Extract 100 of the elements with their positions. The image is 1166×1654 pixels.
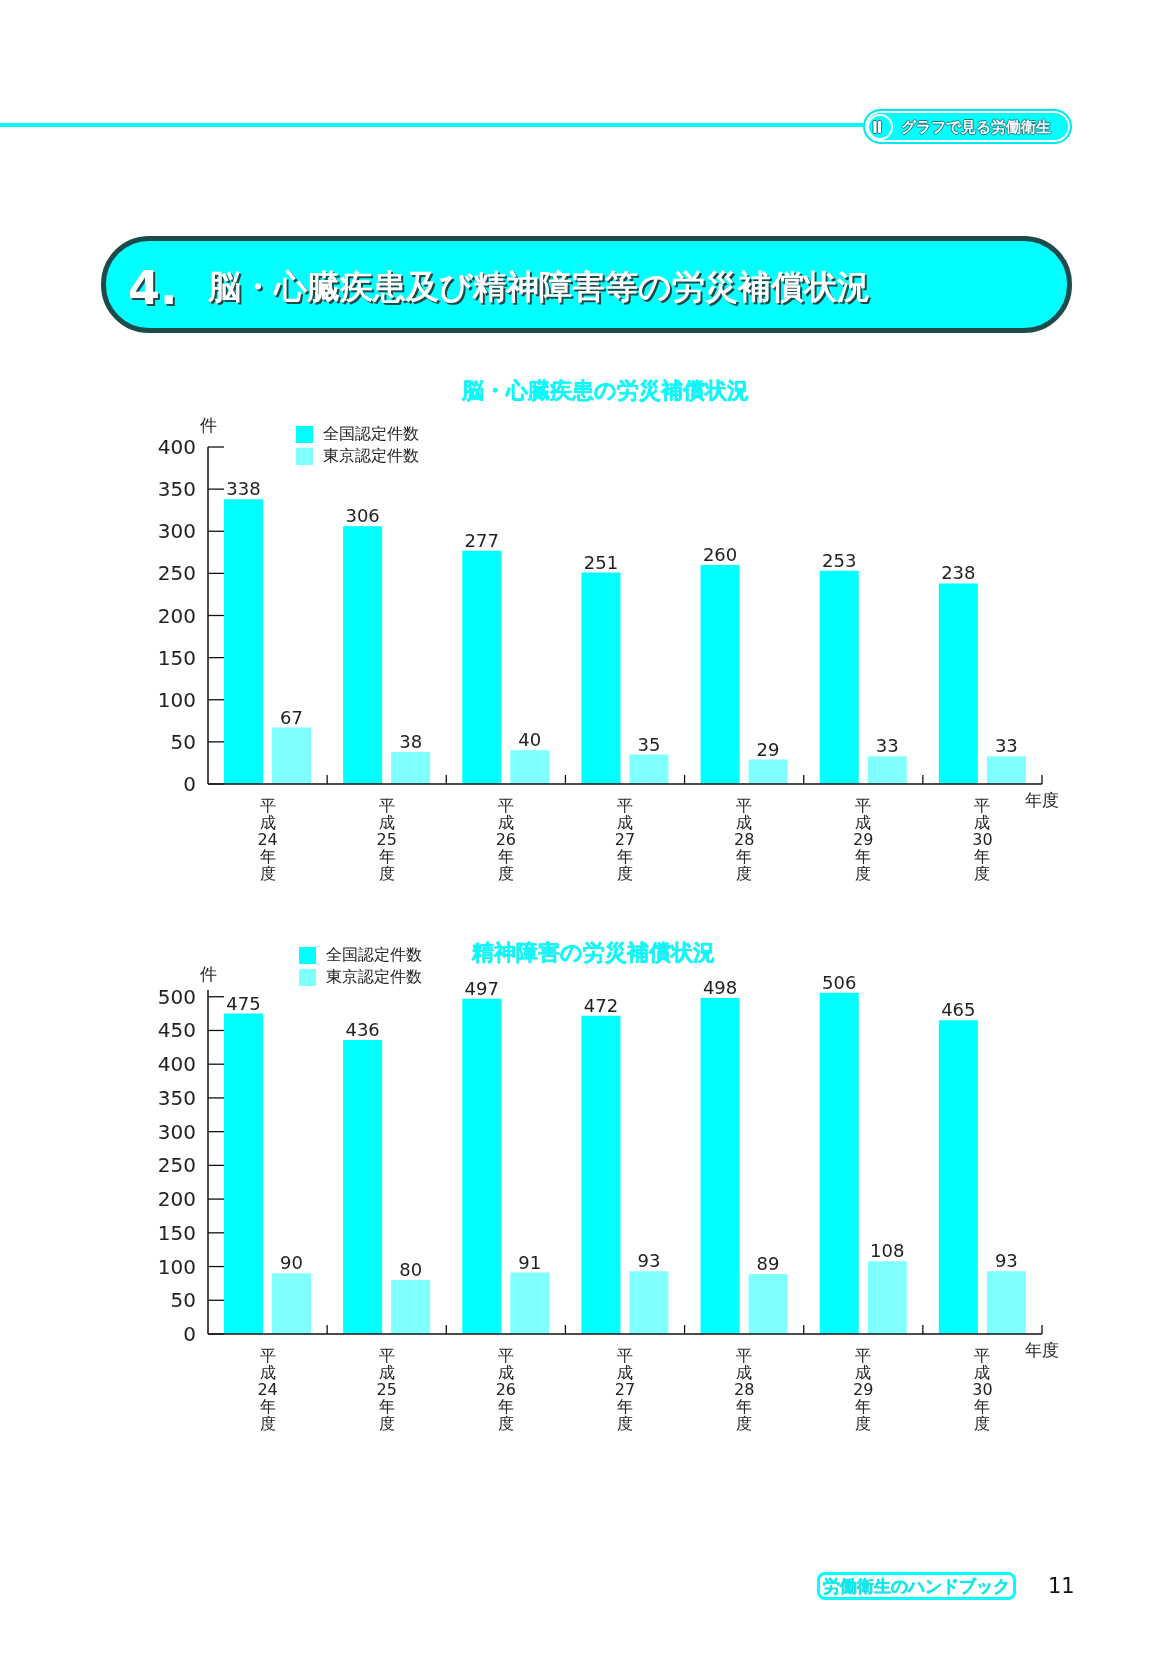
x-tick-label: 平成29年度: [853, 1345, 874, 1433]
data-label: 498: [702, 977, 738, 999]
bar: [700, 998, 740, 1334]
data-label: 506: [822, 971, 857, 993]
x-tick-label: 平成27年度: [614, 795, 636, 883]
bar: [986, 756, 1026, 784]
data-label: 40: [518, 729, 542, 751]
data-label: 29: [756, 738, 780, 760]
data-label: 277: [464, 529, 499, 551]
bar: [510, 1272, 550, 1334]
bar: [272, 727, 311, 784]
y-tick-label: 0: [183, 1322, 196, 1346]
data-label: 90: [280, 1252, 303, 1274]
y-tick-label: 250: [157, 1153, 196, 1178]
bar: [343, 1039, 383, 1334]
data-label: 306: [345, 505, 380, 527]
y-axis-title: 件: [198, 964, 218, 984]
data-label: 91: [518, 1251, 542, 1273]
legend-label: 全国認定件数: [326, 944, 422, 966]
data-label: 67: [280, 706, 303, 728]
y-tick-label: 500: [157, 984, 196, 1009]
y-tick-label: 300: [157, 1119, 196, 1144]
data-label: 93: [994, 1250, 1018, 1272]
data-label: 338: [226, 478, 261, 500]
bar: [224, 499, 263, 784]
legend-label: 全国認定件数: [323, 423, 419, 445]
data-label: 80: [399, 1259, 423, 1281]
bar: [581, 572, 621, 784]
bar: [819, 570, 859, 784]
chart-title: 精神障害の労災補償状況: [471, 940, 715, 965]
data-label: 465: [941, 999, 976, 1021]
y-tick-label: 400: [157, 435, 196, 459]
data-label: 33: [994, 735, 1018, 757]
y-tick-label: 50: [170, 1288, 196, 1313]
bar: [700, 564, 740, 784]
bar: [391, 751, 431, 784]
bar: [391, 1280, 431, 1334]
data-label: 93: [637, 1250, 661, 1272]
text: 脳・心臓疾患及び精神障害等の労災補償状況: [208, 267, 870, 307]
bar: [462, 998, 502, 1334]
bar: [986, 1271, 1026, 1334]
data-label: 251: [583, 551, 619, 573]
data-label: 253: [822, 549, 857, 571]
y-tick-label: 350: [157, 1085, 196, 1110]
x-tick-label: 平成30年度: [972, 1345, 993, 1433]
bar: [510, 750, 550, 784]
y-tick-label: 350: [157, 477, 196, 502]
bar: [938, 1020, 978, 1334]
x-tick-label: 平成26年度: [495, 1345, 517, 1433]
legend-label: 東京認定件数: [323, 445, 419, 467]
y-tick-label: 250: [157, 561, 196, 586]
x-tick-label: 平成27年度: [614, 1345, 636, 1433]
x-tick-label: 平成25年度: [376, 795, 397, 883]
text: グラフで見る労働衛生: [901, 118, 1051, 136]
data-label: 472: [583, 994, 619, 1016]
x-tick-label: 平成29年度: [853, 795, 874, 883]
x-axis-title: 年度: [1024, 790, 1060, 810]
bar: [272, 1273, 311, 1334]
y-axis-title: 件: [198, 415, 218, 435]
y-tick-label: 100: [157, 1254, 196, 1279]
data-label: 238: [941, 562, 976, 584]
bar: [581, 1015, 621, 1334]
x-tick-label: 平成24年度: [257, 795, 278, 883]
bar: [819, 992, 859, 1334]
bar: [629, 1271, 669, 1334]
bar: [629, 754, 669, 784]
bar: [343, 526, 383, 784]
x-tick-label: 平成30年度: [972, 795, 993, 883]
data-label: 260: [702, 543, 738, 565]
text: 4.: [128, 261, 178, 317]
x-tick-label: 平成28年度: [733, 1345, 755, 1433]
legend-label: 東京認定件数: [326, 966, 422, 988]
chart-title: 脳・心臓疾患の労災補償状況: [460, 378, 750, 404]
bar: [224, 1013, 263, 1334]
x-tick-label: 平成28年度: [733, 795, 755, 883]
y-tick-label: 150: [157, 645, 196, 670]
y-tick-label: 200: [157, 603, 196, 628]
y-tick-label: 0: [183, 772, 196, 796]
data-label: 436: [345, 1018, 380, 1040]
bar: [867, 756, 907, 784]
y-tick-label: 400: [157, 1052, 196, 1077]
y-tick-label: 50: [170, 729, 196, 754]
data-label: 475: [226, 992, 261, 1014]
text: Ⅱ: [872, 118, 883, 138]
y-tick-label: 150: [157, 1220, 196, 1245]
y-tick-label: 300: [157, 519, 196, 544]
text: 11: [1048, 1574, 1075, 1600]
y-tick-label: 100: [157, 687, 196, 712]
x-tick-label: 平成26年度: [495, 795, 517, 883]
bar: [867, 1261, 907, 1334]
bar: [748, 759, 788, 784]
data-label: 89: [756, 1252, 780, 1274]
data-label: 497: [464, 977, 499, 999]
x-tick-label: 平成24年度: [257, 1345, 278, 1433]
text: 労働衛生のハンドブック: [823, 1575, 1010, 1597]
x-tick-label: 平成25年度: [376, 1345, 397, 1433]
bar: [462, 550, 502, 784]
data-label: 38: [399, 730, 423, 752]
data-label: 33: [875, 735, 899, 757]
bar: [748, 1273, 788, 1334]
